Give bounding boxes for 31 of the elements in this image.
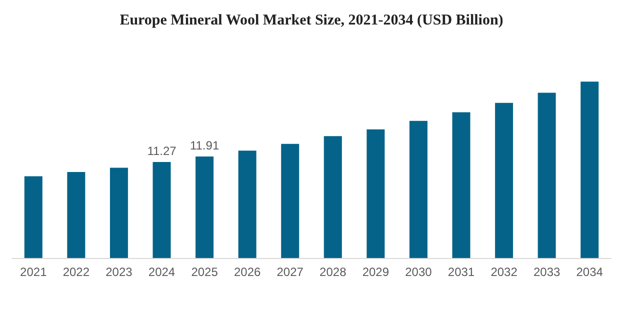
bar <box>24 176 42 258</box>
x-tick-label: 2028 <box>320 265 347 279</box>
x-tick-label: 2026 <box>234 265 261 279</box>
x-tick-label: 2025 <box>191 265 218 279</box>
bar <box>538 92 556 258</box>
x-tick-label: 2021 <box>20 265 48 279</box>
x-tick-label: 2034 <box>576 265 604 279</box>
bar <box>409 120 428 258</box>
x-tick-label: 2031 <box>448 265 475 279</box>
chart-title: Europe Mineral Wool Market Size, 2021-2034 (USD Billion) <box>120 12 504 28</box>
bar <box>452 112 470 258</box>
bar <box>495 102 514 258</box>
x-tick-label: 2030 <box>405 265 432 279</box>
bar <box>238 150 256 258</box>
bar <box>67 172 86 258</box>
x-tick-label: 2033 <box>533 265 560 279</box>
x-tick-label: 2024 <box>148 265 176 279</box>
data-label: 11.27 <box>147 144 177 158</box>
bar <box>196 156 214 258</box>
x-tick-label: 2022 <box>62 265 90 279</box>
bar <box>580 82 599 258</box>
bar <box>110 168 128 258</box>
x-tick-label: 2023 <box>106 265 133 279</box>
x-tick-label: 2032 <box>490 265 518 279</box>
x-tick-label: 2029 <box>362 265 390 279</box>
x-tick-label: 2027 <box>276 265 304 279</box>
bar <box>281 144 300 258</box>
data-label: 11.91 <box>190 138 220 153</box>
bar <box>366 129 385 258</box>
bar <box>152 162 171 258</box>
bar <box>324 136 342 258</box>
